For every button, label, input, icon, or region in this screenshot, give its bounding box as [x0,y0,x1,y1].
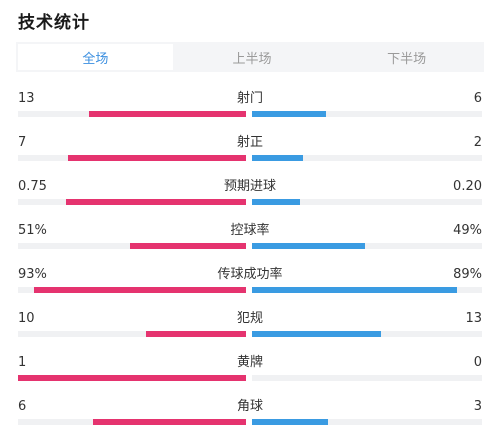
home-bar-track [18,331,246,337]
away-value: 3 [473,399,482,414]
away-bar [252,419,328,425]
home-bar [18,375,246,381]
home-value: 10 [18,311,35,326]
home-bar [145,331,246,337]
home-bar-track [18,375,246,381]
home-bar [65,199,246,205]
stat-label: 射正 [236,135,263,150]
home-bar [33,287,246,293]
away-bar-track [252,243,482,249]
page-title: 技术统计 [18,13,90,33]
away-bar-track [252,111,482,117]
away-value: 13 [465,311,482,326]
period-tabs: 全场 上半场 下半场 [16,42,484,72]
tab-full-match[interactable]: 全场 [18,44,173,70]
stat-label: 控球率 [230,223,270,238]
home-bar-track [18,155,246,161]
stat-label: 预期进球 [223,179,276,194]
home-bar [88,111,246,117]
stat-label: 射门 [236,91,263,106]
home-bar [93,419,246,425]
home-bar [129,243,246,249]
away-bar-track [252,155,482,161]
home-value: 0.75 [18,179,47,194]
home-value: 13 [18,91,35,106]
stat-row-pass-accuracy: 93% 传球成功率 89% [0,266,500,300]
tab-first-half[interactable]: 上半场 [232,51,272,67]
home-value: 7 [18,135,27,150]
away-value: 89% [453,267,482,282]
away-value: 2 [473,135,482,150]
home-bar-track [18,243,246,249]
stat-label: 黄牌 [236,355,263,370]
stat-row-corners: 6 角球 3 [0,398,500,432]
away-bar-track [252,419,482,425]
home-bar [68,155,246,161]
home-value: 1 [18,355,27,370]
home-bar-track [18,199,246,205]
stat-label: 角球 [236,399,263,414]
home-bar-track [18,287,246,293]
away-bar [252,155,303,161]
away-bar-track [252,199,482,205]
stat-row-expected-goals: 0.75 预期进球 0.20 [0,178,500,212]
stat-label: 传球成功率 [217,267,283,282]
away-bar-track [252,375,482,381]
away-bar [252,287,457,293]
stat-row-shots: 13 射门 6 [0,90,500,124]
away-value: 0.20 [453,179,482,194]
stat-row-fouls: 10 犯规 13 [0,310,500,344]
stat-row-shots-on-target: 7 射正 2 [0,134,500,168]
stat-label: 犯规 [236,311,263,326]
home-value: 93% [18,267,47,282]
tab-second-half[interactable]: 下半场 [387,51,427,67]
away-bar-track [252,331,482,337]
home-bar-track [18,419,246,425]
away-value: 6 [473,91,482,106]
away-bar-track [252,287,482,293]
home-value: 51% [18,223,47,238]
away-value: 0 [473,355,482,370]
away-bar [252,243,365,249]
away-bar [252,331,381,337]
home-bar-track [18,111,246,117]
away-bar [252,199,301,205]
stat-row-yellow-cards: 1 黄牌 0 [0,354,500,388]
home-value: 6 [18,399,27,414]
away-bar [252,111,326,117]
away-value: 49% [453,223,482,238]
stat-row-possession: 51% 控球率 49% [0,222,500,256]
